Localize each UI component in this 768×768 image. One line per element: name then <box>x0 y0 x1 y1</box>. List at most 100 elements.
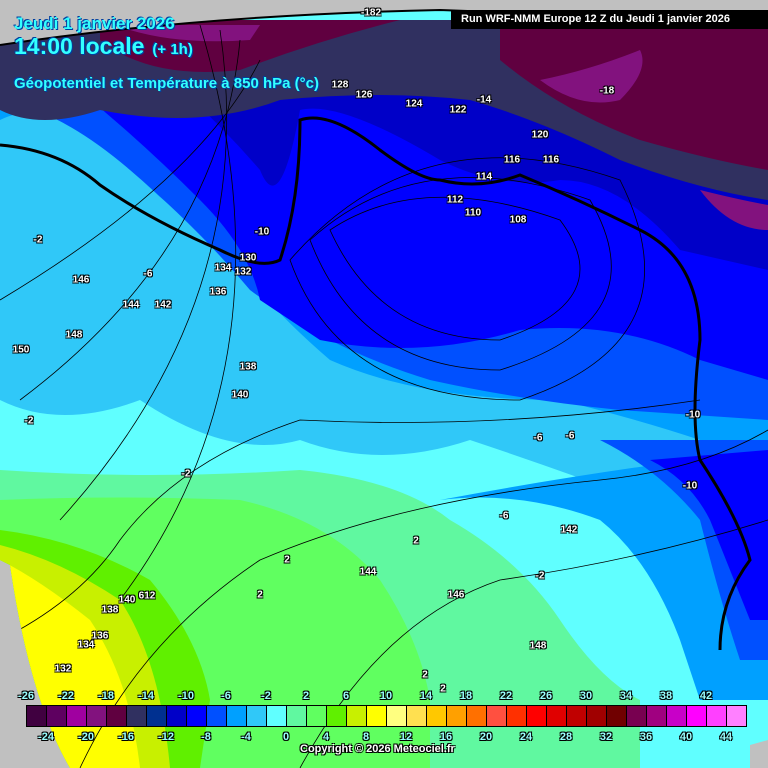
color-scale-cell <box>587 706 607 726</box>
local-time: 14:00 locale <box>14 33 145 59</box>
contour-label: 108 <box>509 214 527 226</box>
forecast-date: Jeudi 1 janvier 2026 <box>14 14 175 33</box>
contour-label: -14 <box>476 94 492 106</box>
scale-tick-bottom: 36 <box>639 731 653 743</box>
color-scale-cell <box>527 706 547 726</box>
scale-tick-bottom: -4 <box>241 731 251 743</box>
contour-label: -6 <box>565 430 575 442</box>
contour-label: 134 <box>77 639 95 651</box>
contour-label: -6 <box>143 268 153 280</box>
band-minus18 <box>100 20 768 170</box>
contour-label: 2 <box>284 554 290 566</box>
scale-tick-top: 14 <box>419 690 433 702</box>
scale-tick-top: 22 <box>499 690 513 702</box>
contour-label: -2 <box>24 415 34 427</box>
color-scale-cell <box>647 706 667 726</box>
scale-tick-bottom: 8 <box>362 731 370 743</box>
color-scale-cell <box>87 706 107 726</box>
color-scale-cell <box>547 706 567 726</box>
contour-label: 142 <box>560 524 578 536</box>
contour-label: 114 <box>475 171 493 183</box>
color-scale-cell <box>307 706 327 726</box>
contour-label: 126 <box>355 89 373 101</box>
color-scale-cell <box>607 706 627 726</box>
scale-tick-top: -14 <box>138 690 154 702</box>
geopotential-contours <box>0 24 768 768</box>
contour-label: 138 <box>239 361 257 373</box>
color-scale-cell <box>247 706 267 726</box>
forecast-time: 14:00 locale (+ 1h) <box>14 33 193 60</box>
contour-label: 150 <box>12 344 30 356</box>
contour-label: -10 <box>254 226 270 238</box>
contour-label: -182 <box>360 7 382 19</box>
band-minus20 <box>130 25 768 230</box>
color-scale <box>26 705 747 727</box>
contour-label: 136 <box>209 286 227 298</box>
color-scale-cell <box>427 706 447 726</box>
scale-tick-top: -6 <box>221 690 231 702</box>
color-scale-cell <box>487 706 507 726</box>
contour-label: 2 <box>422 669 428 681</box>
scale-tick-top: 38 <box>659 690 673 702</box>
scale-tick-top: 30 <box>579 690 593 702</box>
scale-tick-top: 18 <box>459 690 473 702</box>
contour-label: 122 <box>449 104 467 116</box>
time-offset: (+ 1h) <box>152 41 193 58</box>
contour-label: 148 <box>65 329 83 341</box>
color-scale-cell <box>507 706 527 726</box>
color-scale-cell <box>407 706 427 726</box>
scale-tick-bottom: 32 <box>599 731 613 743</box>
contour-label: 2 <box>257 589 263 601</box>
color-scale-cell <box>627 706 647 726</box>
contour-label: 2 <box>440 683 446 695</box>
run-info: Run WRF-NMM Europe 12 Z du Jeudi 1 janvi… <box>451 10 768 29</box>
contour-label: 136 <box>91 630 109 642</box>
color-scale-cell <box>27 706 47 726</box>
contour-label: 2 <box>413 535 419 547</box>
contour-label: 146 <box>447 589 465 601</box>
scale-tick-bottom: 28 <box>559 731 573 743</box>
color-scale-cell <box>107 706 127 726</box>
scale-tick-top: -2 <box>261 690 271 702</box>
contour-label: -10 <box>685 409 701 421</box>
scale-tick-top: -10 <box>178 690 194 702</box>
contour-label: 132 <box>234 266 252 278</box>
map-top-edge <box>0 8 768 46</box>
contour-label: 146 <box>72 274 90 286</box>
contour-label: -6 <box>533 432 543 444</box>
scale-tick-bottom: 16 <box>439 731 453 743</box>
scale-tick-top: -22 <box>58 690 74 702</box>
scale-tick-bottom: -20 <box>78 731 94 743</box>
color-scale-cell <box>707 706 727 726</box>
scale-tick-bottom: -16 <box>118 731 134 743</box>
color-scale-cell <box>47 706 67 726</box>
color-scale-cell <box>347 706 367 726</box>
color-scale-cell <box>387 706 407 726</box>
contour-label: -2 <box>181 468 191 480</box>
scale-tick-bottom: -12 <box>158 731 174 743</box>
scale-tick-top: 6 <box>342 690 350 702</box>
contour-label: 148 <box>529 640 547 652</box>
scale-tick-bottom: 44 <box>719 731 733 743</box>
contour-label: 132 <box>54 663 72 675</box>
scale-tick-bottom: 20 <box>479 731 493 743</box>
contour-label: -6 <box>499 510 509 522</box>
color-scale-cell <box>727 706 746 726</box>
scale-tick-bottom: 4 <box>322 731 330 743</box>
contour-label: 134 <box>214 262 232 274</box>
color-scale-cell <box>567 706 587 726</box>
scale-tick-top: 2 <box>302 690 310 702</box>
scale-tick-top: -18 <box>98 690 114 702</box>
scale-tick-bottom: 0 <box>282 731 290 743</box>
contour-label: -2 <box>33 234 43 246</box>
contour-label: 112 <box>446 194 464 206</box>
contour-label: 612 <box>138 590 156 602</box>
scale-tick-top: -26 <box>18 690 34 702</box>
scale-tick-bottom: -8 <box>201 731 211 743</box>
color-scale-cell <box>267 706 287 726</box>
contour-label: -10 <box>682 480 698 492</box>
color-scale-cell <box>167 706 187 726</box>
color-scale-cell <box>367 706 387 726</box>
scale-tick-top: 42 <box>699 690 713 702</box>
